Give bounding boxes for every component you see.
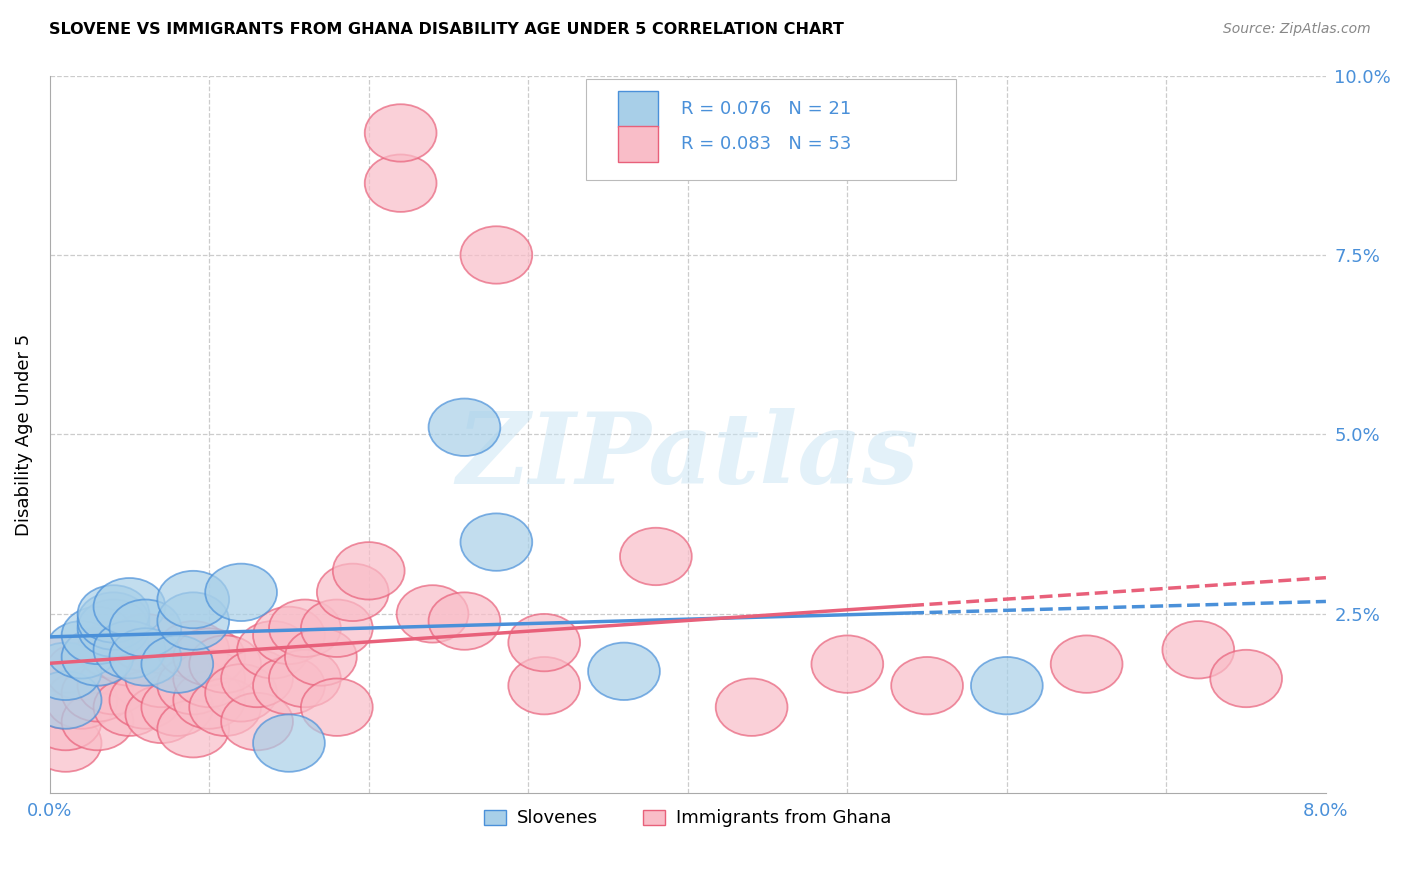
Ellipse shape [157, 700, 229, 757]
Ellipse shape [316, 564, 388, 621]
Ellipse shape [142, 635, 214, 693]
Ellipse shape [253, 607, 325, 665]
Ellipse shape [45, 621, 118, 679]
Ellipse shape [333, 542, 405, 599]
Ellipse shape [157, 621, 229, 679]
Ellipse shape [45, 672, 118, 729]
Ellipse shape [30, 714, 101, 772]
Ellipse shape [588, 642, 659, 700]
Ellipse shape [285, 628, 357, 686]
Ellipse shape [30, 635, 101, 693]
Ellipse shape [142, 679, 214, 736]
Ellipse shape [396, 585, 468, 642]
Ellipse shape [62, 628, 134, 686]
Ellipse shape [269, 649, 340, 707]
Ellipse shape [364, 104, 436, 161]
Ellipse shape [30, 672, 101, 729]
Ellipse shape [94, 578, 166, 635]
Ellipse shape [253, 714, 325, 772]
FancyBboxPatch shape [617, 91, 658, 128]
Y-axis label: Disability Age Under 5: Disability Age Under 5 [15, 334, 32, 535]
Ellipse shape [62, 693, 134, 750]
Ellipse shape [429, 399, 501, 456]
Ellipse shape [1163, 621, 1234, 679]
Ellipse shape [94, 621, 166, 679]
Ellipse shape [77, 592, 149, 649]
Ellipse shape [94, 628, 166, 686]
Ellipse shape [221, 649, 292, 707]
Ellipse shape [77, 621, 149, 679]
Ellipse shape [221, 693, 292, 750]
Ellipse shape [77, 599, 149, 657]
Ellipse shape [190, 679, 262, 736]
Ellipse shape [205, 665, 277, 722]
Ellipse shape [429, 592, 501, 649]
Ellipse shape [460, 514, 533, 571]
Ellipse shape [110, 599, 181, 657]
Ellipse shape [173, 628, 245, 686]
Text: R = 0.083   N = 53: R = 0.083 N = 53 [682, 135, 852, 153]
Ellipse shape [30, 642, 101, 700]
Ellipse shape [509, 657, 581, 714]
Ellipse shape [1050, 635, 1122, 693]
Ellipse shape [157, 657, 229, 714]
Ellipse shape [364, 154, 436, 212]
Text: SLOVENE VS IMMIGRANTS FROM GHANA DISABILITY AGE UNDER 5 CORRELATION CHART: SLOVENE VS IMMIGRANTS FROM GHANA DISABIL… [49, 22, 844, 37]
Ellipse shape [110, 628, 181, 686]
Ellipse shape [94, 679, 166, 736]
Ellipse shape [811, 635, 883, 693]
Ellipse shape [62, 607, 134, 665]
Ellipse shape [891, 657, 963, 714]
Ellipse shape [269, 599, 340, 657]
Text: Source: ZipAtlas.com: Source: ZipAtlas.com [1223, 22, 1371, 37]
Ellipse shape [620, 528, 692, 585]
Ellipse shape [157, 571, 229, 628]
Ellipse shape [125, 686, 197, 743]
Ellipse shape [77, 585, 149, 642]
Ellipse shape [301, 679, 373, 736]
Ellipse shape [972, 657, 1043, 714]
Ellipse shape [30, 693, 101, 750]
Text: R = 0.076   N = 21: R = 0.076 N = 21 [682, 100, 852, 119]
Ellipse shape [1211, 649, 1282, 707]
Ellipse shape [77, 657, 149, 714]
FancyBboxPatch shape [586, 79, 956, 179]
Ellipse shape [157, 592, 229, 649]
Ellipse shape [205, 564, 277, 621]
Ellipse shape [110, 672, 181, 729]
Ellipse shape [301, 599, 373, 657]
Text: ZIPatlas: ZIPatlas [457, 408, 920, 504]
Ellipse shape [62, 665, 134, 722]
FancyBboxPatch shape [617, 126, 658, 161]
Ellipse shape [62, 628, 134, 686]
Ellipse shape [173, 649, 245, 707]
Ellipse shape [460, 227, 533, 284]
Ellipse shape [45, 642, 118, 700]
Ellipse shape [253, 657, 325, 714]
Ellipse shape [716, 679, 787, 736]
Ellipse shape [110, 614, 181, 672]
Ellipse shape [190, 635, 262, 693]
Ellipse shape [238, 621, 309, 679]
Ellipse shape [30, 672, 101, 729]
Ellipse shape [173, 672, 245, 729]
Ellipse shape [125, 649, 197, 707]
Legend: Slovenes, Immigrants from Ghana: Slovenes, Immigrants from Ghana [477, 802, 898, 835]
Ellipse shape [509, 614, 581, 672]
